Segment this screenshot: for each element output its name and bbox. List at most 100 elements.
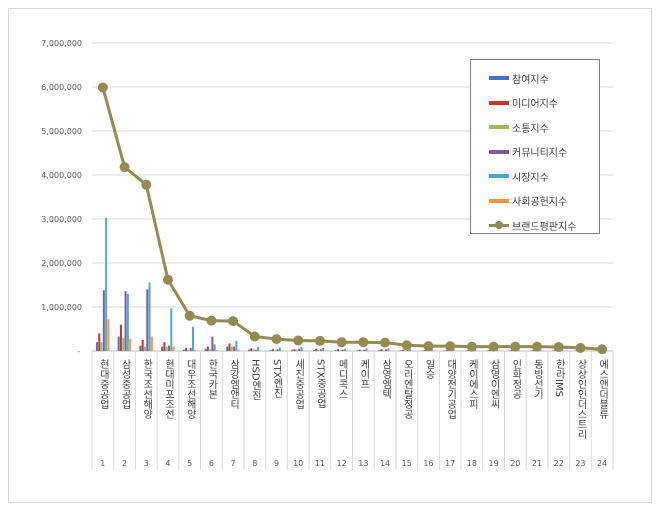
category-label: 삼강엠앤티 <box>228 359 240 410</box>
bar <box>165 346 168 351</box>
bar <box>339 350 342 351</box>
line-point <box>97 82 108 93</box>
rank-label: 12 <box>337 459 347 468</box>
bar <box>467 350 470 351</box>
rank-label: 10 <box>293 459 303 468</box>
rank-label: 9 <box>274 459 279 468</box>
bar <box>230 346 233 351</box>
category-label: 케이에스피 <box>466 359 478 410</box>
bar <box>228 343 231 351</box>
bar <box>378 350 381 351</box>
bar <box>189 347 192 351</box>
bar <box>319 349 322 351</box>
rank-label: 3 <box>144 459 149 468</box>
bar <box>209 349 212 351</box>
bar <box>139 345 142 351</box>
rank-label: 20 <box>510 459 520 468</box>
bar <box>98 333 101 351</box>
rank-label: 4 <box>165 459 170 468</box>
bar <box>380 349 383 351</box>
rank-label: 16 <box>423 459 433 468</box>
line-point <box>510 341 521 352</box>
rank-label: 24 <box>597 459 607 468</box>
line-point <box>228 316 239 327</box>
category-label: 인화정공 <box>510 359 522 399</box>
category-label: 한국카본 <box>206 359 218 399</box>
bar <box>423 350 426 351</box>
legend-label: 소통지수 <box>512 123 549 135</box>
legend-swatch <box>489 198 509 203</box>
y-tick-label: 5,000,000 <box>41 127 82 136</box>
line-point <box>336 337 347 348</box>
line-point <box>532 341 543 352</box>
bar <box>122 337 125 351</box>
line-point <box>445 341 456 352</box>
legend-label: 커뮤니티지수 <box>512 148 568 160</box>
legend-item: 사회공헌지수 <box>471 189 599 214</box>
line-point <box>401 340 412 351</box>
bar <box>252 349 255 351</box>
legend-swatch <box>489 149 509 154</box>
bar <box>167 345 170 351</box>
line-point <box>162 274 173 285</box>
category-label: 한라IMS <box>553 359 565 397</box>
category-label: 대양전기공업 <box>445 359 457 419</box>
bar <box>213 344 216 351</box>
line-point <box>423 341 434 352</box>
bar <box>194 350 197 351</box>
bar <box>204 348 207 351</box>
bar <box>269 350 272 351</box>
line-point <box>597 344 608 355</box>
bar <box>532 350 535 351</box>
bar <box>399 350 402 351</box>
bar <box>247 349 250 351</box>
category-label: 삼영이엔씨 <box>488 359 500 409</box>
category-label: 삼영엠텍 <box>380 359 392 400</box>
bar <box>337 349 340 351</box>
bar <box>143 346 146 351</box>
bar <box>141 340 144 351</box>
category-label: 한국조선해양 <box>141 359 153 419</box>
legend-swatch <box>489 125 509 130</box>
bar <box>430 349 433 351</box>
bar <box>276 349 279 351</box>
category-label: STX엔진 <box>271 359 283 398</box>
bar <box>95 342 98 351</box>
rank-label: 17 <box>445 459 455 468</box>
rank-label: 6 <box>209 459 214 468</box>
bar <box>237 349 240 351</box>
bar <box>105 217 108 351</box>
bar <box>100 342 103 351</box>
category-label: 현대중공업 <box>97 359 109 409</box>
legend-label: 미디어지수 <box>512 99 558 111</box>
line-point <box>575 342 586 353</box>
y-tick-label: 1,000,000 <box>41 303 82 312</box>
bar <box>254 349 257 351</box>
bar <box>187 350 190 351</box>
bar <box>206 346 209 351</box>
bar <box>387 348 390 351</box>
rank-label: 5 <box>187 459 192 468</box>
line-point <box>249 331 260 342</box>
bar <box>317 350 320 351</box>
bar <box>510 350 513 351</box>
bar <box>150 336 153 351</box>
bar <box>382 350 385 351</box>
legend-item: 커뮤니티지수 <box>471 140 599 165</box>
bar <box>358 349 361 351</box>
bar <box>124 291 127 351</box>
legend-item: 시장지수 <box>471 164 599 189</box>
bar <box>161 346 164 351</box>
y-tick-label: 7,000,000 <box>41 39 82 48</box>
bar <box>489 350 492 351</box>
bar <box>452 349 455 351</box>
line-point <box>293 335 304 346</box>
bar <box>126 293 129 351</box>
bar <box>322 347 325 351</box>
bar <box>341 349 344 351</box>
y-tick-label: 4,000,000 <box>41 171 82 180</box>
legend-item: 소통지수 <box>471 115 599 140</box>
bar <box>385 349 388 351</box>
bar <box>445 350 448 351</box>
